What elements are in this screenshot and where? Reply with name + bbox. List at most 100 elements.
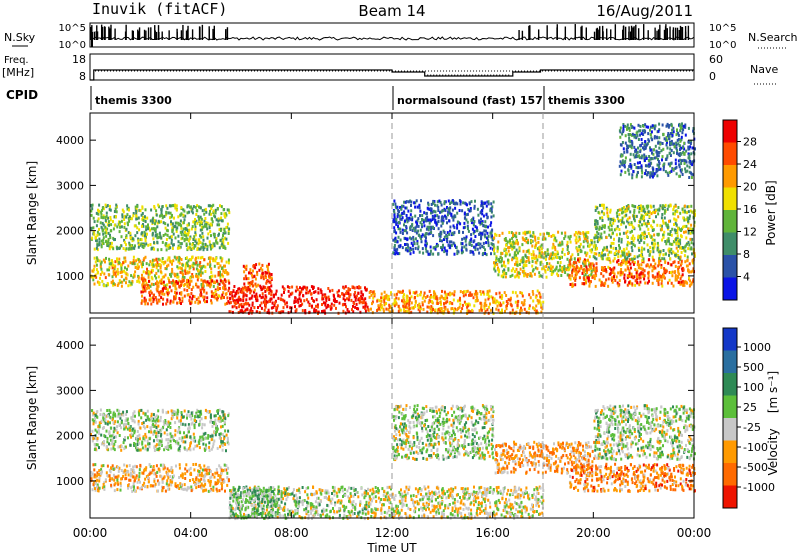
data-cell xyxy=(148,280,150,283)
data-cell xyxy=(480,306,482,309)
data-cell xyxy=(253,306,255,309)
data-cell xyxy=(220,256,222,259)
data-cell xyxy=(400,231,402,234)
data-cell xyxy=(96,264,98,267)
data-cell xyxy=(156,280,158,283)
data-cell xyxy=(105,276,107,279)
data-cell xyxy=(648,210,650,213)
data-cell xyxy=(380,296,382,299)
data-cell xyxy=(329,290,331,293)
data-cell xyxy=(661,213,663,216)
data-cell xyxy=(684,250,686,253)
nave-label: Nave xyxy=(750,63,778,76)
data-cell xyxy=(299,286,301,289)
data-cell xyxy=(409,227,411,230)
data-cell xyxy=(137,239,139,242)
data-cell xyxy=(197,264,199,267)
data-cell xyxy=(641,250,643,253)
data-cell xyxy=(536,267,538,270)
data-cell xyxy=(294,305,296,308)
data-cell xyxy=(423,308,425,311)
data-cell xyxy=(163,281,165,284)
data-cell xyxy=(164,222,166,225)
data-cell xyxy=(627,267,629,270)
data-cell xyxy=(546,262,548,265)
data-cell xyxy=(523,274,525,277)
data-cell xyxy=(665,242,667,245)
data-cell xyxy=(456,252,458,255)
data-cell xyxy=(94,220,96,223)
data-cell xyxy=(608,226,610,229)
data-cell xyxy=(688,241,690,244)
data-cell xyxy=(618,237,620,240)
data-cell xyxy=(204,270,206,273)
data-cell xyxy=(432,226,434,229)
data-cell xyxy=(100,268,102,271)
data-cell xyxy=(638,273,640,276)
data-cell xyxy=(644,123,646,126)
data-cell xyxy=(493,249,495,252)
data-cell xyxy=(637,162,639,165)
data-cell xyxy=(610,218,612,221)
data-cell xyxy=(291,286,293,289)
data-cell xyxy=(432,253,434,256)
data-cell xyxy=(661,279,663,282)
data-cell xyxy=(389,306,391,309)
data-cell xyxy=(187,247,189,250)
data-cell xyxy=(681,159,683,162)
data-cell xyxy=(380,303,382,306)
data-cell xyxy=(665,170,667,173)
data-cell xyxy=(531,240,533,243)
data-cell xyxy=(104,260,106,263)
data-cell xyxy=(145,290,147,293)
data-cell xyxy=(451,307,453,310)
data-cell xyxy=(585,254,587,257)
data-cell xyxy=(104,231,106,234)
data-cell xyxy=(99,277,101,280)
data-cell xyxy=(613,247,615,250)
data-cell xyxy=(219,204,221,207)
data-cell xyxy=(302,287,304,290)
data-cell xyxy=(454,244,456,247)
data-cell xyxy=(222,239,224,242)
data-cell xyxy=(532,270,534,273)
data-cell xyxy=(200,274,202,277)
data-cell xyxy=(509,253,511,256)
data-cell xyxy=(96,212,98,215)
cpid-segment-label: themis 3300 xyxy=(95,94,172,107)
data-cell xyxy=(268,263,270,266)
data-cell xyxy=(456,212,458,215)
data-cell xyxy=(105,235,107,238)
data-cell xyxy=(118,247,120,250)
data-cell xyxy=(473,220,475,223)
data-cell xyxy=(228,228,230,231)
data-cell xyxy=(313,300,315,303)
data-cell xyxy=(180,206,182,209)
data-cell xyxy=(682,173,684,176)
data-cell xyxy=(678,261,680,264)
data-cell xyxy=(629,210,631,213)
data-cell xyxy=(648,232,650,235)
data-cell xyxy=(182,280,184,283)
data-cell xyxy=(161,211,163,214)
data-cell xyxy=(428,253,430,256)
data-cell xyxy=(639,144,641,147)
data-cell xyxy=(418,306,420,309)
data-cell xyxy=(661,158,663,161)
data-cell xyxy=(448,233,450,236)
data-cell xyxy=(621,144,623,147)
data-cell xyxy=(680,153,682,156)
data-cell xyxy=(442,246,444,249)
data-cell xyxy=(532,260,534,263)
data-cell xyxy=(210,248,212,251)
data-cell xyxy=(616,233,618,236)
data-cell xyxy=(311,305,313,308)
data-cell xyxy=(184,283,186,286)
data-cell xyxy=(174,204,176,207)
data-cell xyxy=(569,276,571,279)
data-cell xyxy=(612,222,614,225)
data-cell xyxy=(109,205,111,208)
data-cell xyxy=(464,202,466,205)
data-cell xyxy=(457,221,459,224)
data-cell xyxy=(119,279,121,282)
